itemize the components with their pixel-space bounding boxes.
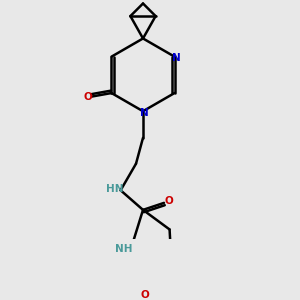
Text: NH: NH [116, 244, 133, 254]
Text: O: O [83, 92, 92, 101]
Text: O: O [140, 290, 149, 300]
Text: N: N [172, 53, 180, 63]
Text: N: N [140, 108, 149, 118]
Text: HN: HN [106, 184, 124, 194]
Text: O: O [164, 196, 173, 206]
